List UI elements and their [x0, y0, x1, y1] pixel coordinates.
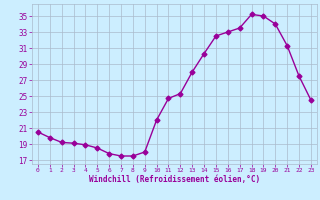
X-axis label: Windchill (Refroidissement éolien,°C): Windchill (Refroidissement éolien,°C) — [89, 175, 260, 184]
